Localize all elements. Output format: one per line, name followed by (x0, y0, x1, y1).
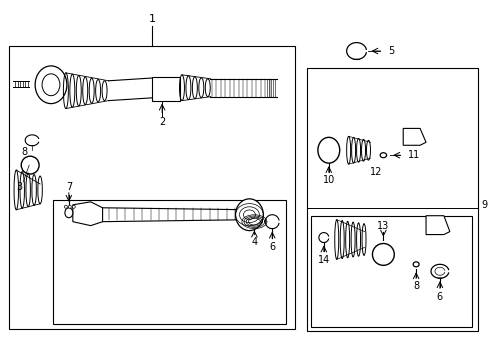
Text: 6: 6 (436, 292, 442, 302)
Polygon shape (73, 202, 102, 226)
Bar (310, 216, 471, 327)
Ellipse shape (235, 199, 263, 231)
Text: 8: 8 (412, 281, 418, 291)
Text: 9: 9 (481, 200, 487, 210)
Ellipse shape (64, 205, 67, 208)
Text: 8: 8 (21, 147, 27, 157)
Ellipse shape (42, 74, 60, 96)
Text: 7: 7 (65, 182, 72, 192)
Text: 3: 3 (16, 182, 22, 192)
Text: 2: 2 (159, 117, 165, 127)
Text: 4: 4 (251, 237, 257, 247)
Text: 14: 14 (317, 255, 329, 265)
Polygon shape (403, 129, 425, 145)
Text: 5: 5 (387, 46, 394, 56)
Polygon shape (425, 216, 449, 235)
Bar (9, 46, 294, 329)
Ellipse shape (35, 66, 67, 104)
Ellipse shape (68, 205, 71, 208)
Text: 12: 12 (369, 167, 382, 177)
Bar (306, 68, 477, 331)
Ellipse shape (65, 208, 73, 218)
Text: 1: 1 (148, 14, 155, 24)
Text: 6: 6 (268, 243, 275, 252)
Text: 13: 13 (376, 221, 389, 231)
Bar (152, 77, 180, 101)
Bar (53, 200, 285, 324)
Text: 10: 10 (322, 175, 334, 185)
Text: 11: 11 (407, 150, 420, 160)
Ellipse shape (72, 205, 75, 208)
